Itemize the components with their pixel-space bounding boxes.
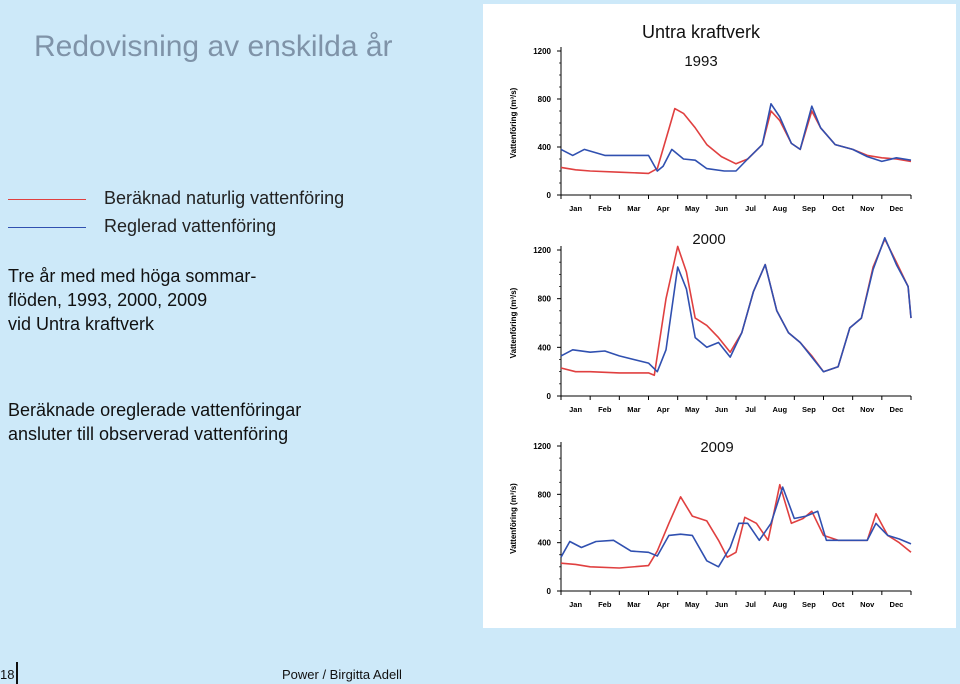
x-tick-label: Jul	[745, 405, 756, 414]
x-tick-label: Nov	[860, 204, 875, 213]
y-tick-label: 800	[538, 95, 552, 104]
series-line-natural	[560, 238, 912, 377]
x-tick-label: May	[685, 600, 700, 609]
x-tick-label: Apr	[657, 204, 670, 213]
x-tick-label: Oct	[832, 600, 845, 609]
x-tick-label: Aug	[772, 600, 787, 609]
footer-separator	[16, 662, 18, 684]
x-tick-label: Jan	[569, 405, 582, 414]
y-tick-label: 800	[538, 490, 552, 499]
legend-natural-label: Beräknad naturlig vattenföring	[104, 188, 345, 208]
x-tick-label: Jun	[715, 405, 729, 414]
x-tick-label: Dec	[890, 405, 904, 414]
x-tick-label: Aug	[772, 204, 787, 213]
chart-2000: 2000 1200 800 400 0 Vattenföring (m³/s) Jan Feb…	[509, 231, 912, 414]
x-tick-label: Feb	[598, 204, 612, 213]
y-tick-label: 0	[547, 587, 552, 596]
y-tick-label: 800	[538, 295, 552, 304]
series-line-regulated	[560, 486, 912, 568]
x-tick-label: Jul	[745, 204, 756, 213]
x-tick-label: Nov	[860, 600, 875, 609]
x-tick-label: Mar	[627, 600, 640, 609]
chart-2009: 2009 1200 800 400 0 Vattenföring (m³/s) Jan Feb…	[509, 439, 912, 609]
description-text-1: Tre år med med höga sommar- flöden, 1993…	[8, 266, 257, 334]
x-tick-label: Feb	[598, 600, 612, 609]
y-tick-label: 0	[547, 191, 552, 200]
y-tick-label: 1200	[533, 47, 551, 56]
y-axis-label: Vattenföring (m³/s)	[509, 287, 518, 358]
series-line-regulated	[560, 237, 912, 373]
y-tick-label: 400	[538, 343, 552, 352]
x-tick-label: Nov	[860, 405, 875, 414]
slide-title: Redovisning av enskilda år	[34, 30, 393, 63]
chart-subtitle: 2000	[692, 231, 725, 248]
x-tick-label: Oct	[832, 405, 845, 414]
x-tick-label: Dec	[890, 204, 904, 213]
legend-line-regulated	[8, 227, 86, 228]
x-tick-label: Apr	[657, 600, 670, 609]
series-line-natural	[560, 107, 912, 175]
x-tick-label: Sep	[802, 204, 816, 213]
x-tick-label: May	[685, 204, 700, 213]
x-tick-label: Aug	[772, 405, 787, 414]
chart-title: Untra kraftverk	[642, 22, 761, 42]
legend-regulated-label: Reglerad vattenföring	[104, 216, 277, 236]
y-axis-label: Vattenföring (m³/s)	[509, 483, 518, 554]
x-tick-label: Mar	[627, 204, 640, 213]
series-line-regulated	[560, 103, 912, 172]
charts-svg: Untra kraftverk 1993 1200 800 400 0 Vattenföri…	[509, 22, 912, 609]
y-tick-label: 1200	[533, 442, 551, 451]
x-tick-label: Mar	[627, 405, 640, 414]
x-tick-label: Apr	[657, 405, 670, 414]
x-tick-label: Feb	[598, 405, 612, 414]
chart-subtitle: 2009	[700, 439, 733, 456]
y-tick-label: 400	[538, 143, 552, 152]
x-tick-label: Jun	[715, 204, 729, 213]
x-tick-label: Sep	[802, 405, 816, 414]
legend-line-natural	[8, 199, 86, 200]
chart-subtitle: 1993	[684, 53, 717, 70]
x-tick-label: Oct	[832, 204, 845, 213]
x-tick-label: May	[685, 405, 700, 414]
chart-panel: Untra kraftverk 1993 1200 800 400 0 Vattenföri…	[483, 4, 956, 628]
y-axis-label: Vattenföring (m³/s)	[509, 87, 518, 158]
x-tick-label: Jul	[745, 600, 756, 609]
x-tick-label: Dec	[890, 600, 904, 609]
page-number: 18	[0, 667, 15, 682]
chart-1993: Untra kraftverk 1993 1200 800 400 0 Vattenföri…	[509, 22, 912, 213]
x-tick-label: Sep	[802, 600, 816, 609]
description-text-2: Beräknade oreglerade vattenföringar ansl…	[8, 400, 302, 444]
x-tick-label: Jun	[715, 600, 729, 609]
y-tick-label: 1200	[533, 246, 551, 255]
y-tick-label: 0	[547, 392, 552, 401]
series-line-natural	[560, 483, 912, 569]
y-tick-label: 400	[538, 539, 552, 548]
x-tick-label: Jan	[569, 204, 582, 213]
footer-author: Power / Birgitta Adell	[282, 667, 402, 682]
x-tick-label: Jan	[569, 600, 582, 609]
